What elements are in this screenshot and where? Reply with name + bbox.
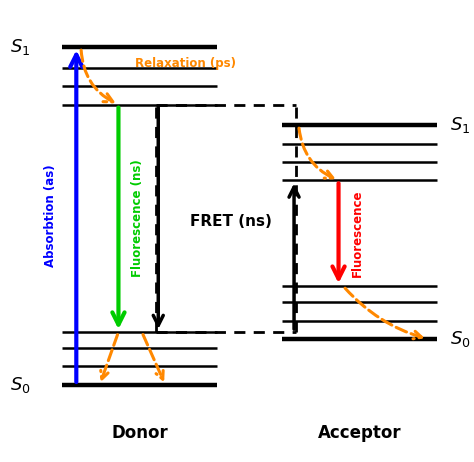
Text: Fluorescence (ns): Fluorescence (ns) xyxy=(131,159,144,277)
Text: FRET (ns): FRET (ns) xyxy=(190,214,272,229)
Text: $S_0$: $S_0$ xyxy=(450,329,471,349)
Text: Fluorescence: Fluorescence xyxy=(351,189,364,277)
Text: $S_1$: $S_1$ xyxy=(10,37,30,57)
Text: $S_0$: $S_0$ xyxy=(10,375,30,395)
Text: Relaxation (ps): Relaxation (ps) xyxy=(135,57,236,70)
Text: $S_1$: $S_1$ xyxy=(450,116,470,135)
Text: Acceptor: Acceptor xyxy=(318,424,401,442)
Text: Donor: Donor xyxy=(111,424,168,442)
Text: Absorbtion (as): Absorbtion (as) xyxy=(44,165,57,267)
